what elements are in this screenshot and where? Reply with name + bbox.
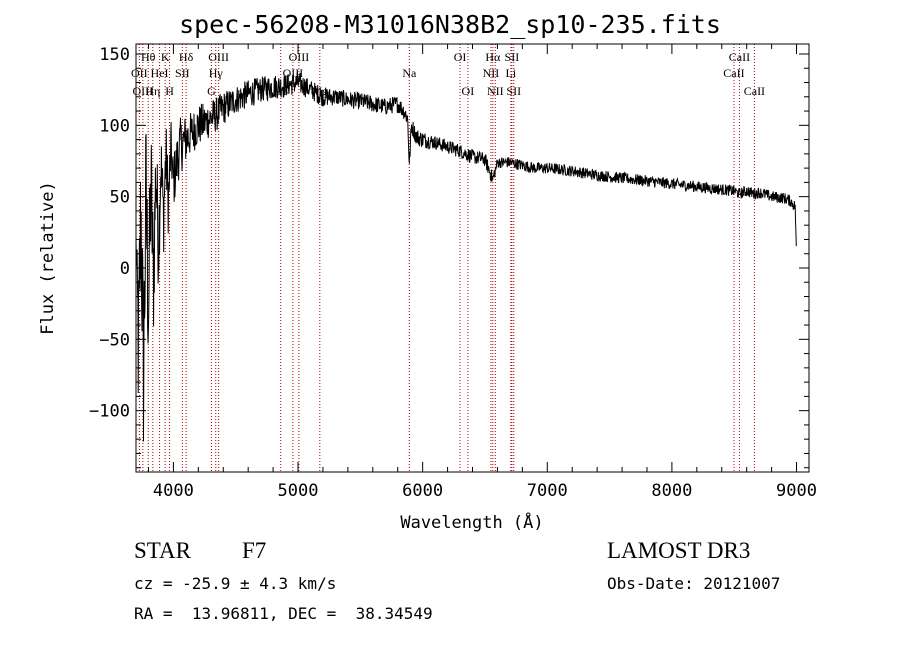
object-class: STAR: [134, 538, 191, 563]
line-label: OIII: [208, 50, 229, 64]
x-tick-label: 7000: [527, 481, 568, 501]
x-tick-label: 5000: [278, 481, 319, 501]
line-label: H: [165, 84, 174, 98]
y-tick-label: 150: [99, 45, 130, 65]
line-label: OI: [462, 84, 475, 98]
cz-label: cz =: [134, 574, 183, 593]
line-label: Hδ: [179, 50, 194, 64]
line-label: K: [161, 50, 170, 64]
dec-label: DEC =: [288, 604, 346, 623]
line-label: OII: [131, 66, 148, 80]
line-label: SII: [505, 50, 520, 64]
line-label: Hθ: [141, 50, 156, 64]
y-tick-label: 50: [110, 188, 130, 208]
y-tick-label: −100: [89, 402, 130, 422]
x-axis-label: Wavelength (Å): [400, 511, 543, 533]
line-label: Hα: [485, 50, 501, 64]
chart-title: spec-56208-M31016N38B2_sp10-235.fits: [179, 10, 721, 39]
y-axis-label: Flux (relative): [38, 181, 58, 335]
line-label: SII: [175, 66, 190, 80]
line-label: CaII: [729, 50, 750, 64]
x-axis-ticks: 4000 5000 6000 7000 8000 9000: [147, 44, 817, 501]
line-label: Na: [402, 66, 417, 80]
line-label: CaII: [723, 66, 744, 80]
dec-value: 38.34549: [355, 604, 433, 623]
y-tick-label: 0: [120, 259, 130, 279]
cz-unit: km/s: [297, 574, 337, 593]
x-tick-label: 4000: [153, 481, 194, 501]
line-label: OIII: [133, 84, 154, 98]
ra-label: RA =: [134, 604, 183, 623]
line-label: Hγ: [209, 66, 224, 80]
y-tick-label: 100: [99, 116, 130, 136]
x-tick-label: 8000: [651, 481, 692, 501]
x-tick-label: 6000: [402, 481, 443, 501]
line-label: SII: [506, 84, 521, 98]
y-axis-ticks: −100 −50 0 50 100 150: [89, 45, 809, 469]
coordinates-line: RA = 13.96811, DEC = 38.34549: [134, 604, 433, 623]
observation-date-line: Obs-Date: 20121007: [607, 574, 780, 593]
line-label: Hη: [145, 84, 160, 98]
line-label: OI: [454, 50, 467, 64]
line-label: CaII: [744, 84, 765, 98]
line-label: NII: [483, 66, 500, 80]
line-label: HeI: [151, 66, 169, 80]
obs-date-value: 20121007: [703, 574, 781, 593]
y-tick-label: −50: [99, 330, 130, 350]
obs-date-label: Obs-Date:: [607, 574, 704, 593]
object-subclass: F7: [242, 538, 267, 563]
plus-minus-sign: ±: [230, 574, 260, 593]
plot-frame: [135, 43, 810, 473]
line-label: Li: [506, 66, 517, 80]
cz-error: 4.3: [259, 574, 289, 593]
cz-value: -25.9: [182, 574, 231, 593]
line-label: G: [207, 84, 216, 98]
ra-value: 13.96811: [191, 604, 269, 623]
line-label: OIII: [289, 50, 310, 64]
survey-name: LAMOST DR3: [607, 538, 751, 563]
x-tick-label: 9000: [776, 481, 817, 501]
redshift-line: cz = -25.9 ± 4.3 km/s: [134, 574, 336, 593]
spectrum-line: [135, 72, 797, 442]
line-label: NII: [487, 84, 504, 98]
